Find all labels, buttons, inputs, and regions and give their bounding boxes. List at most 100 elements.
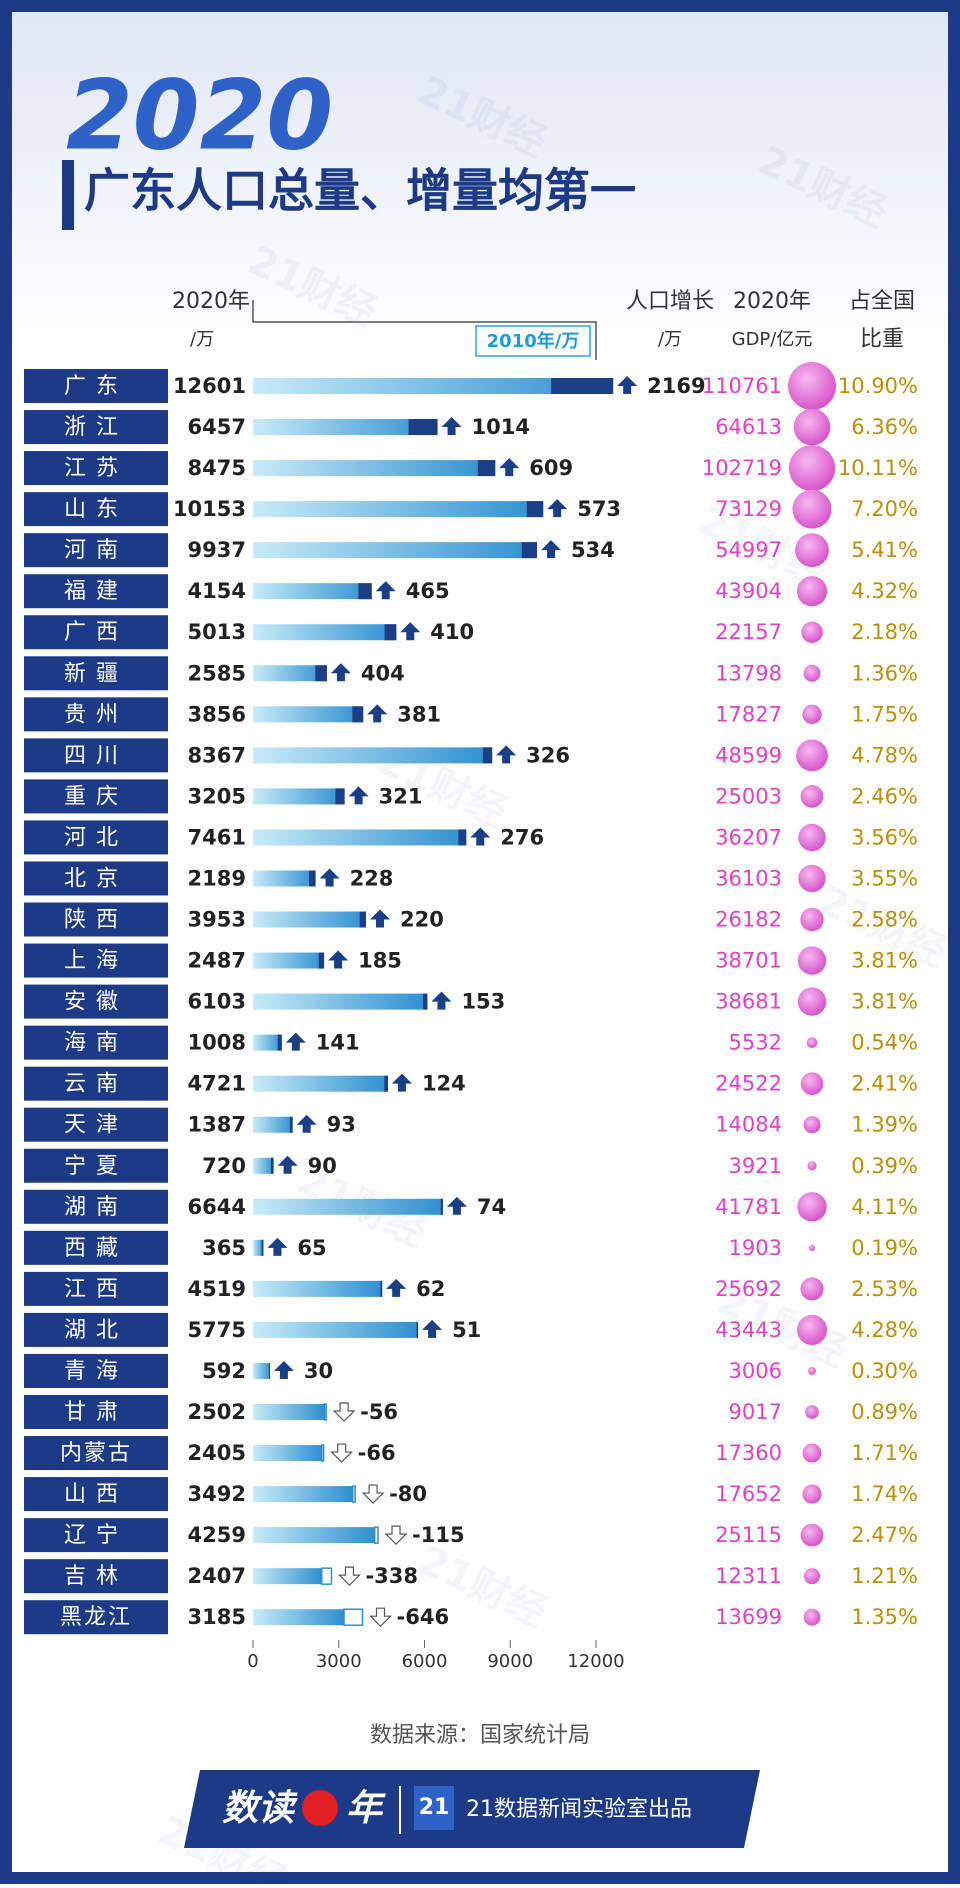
province-box xyxy=(24,861,168,896)
share-header: 占全国 xyxy=(849,289,915,314)
category-label: 上海 xyxy=(64,949,128,974)
bar xyxy=(253,1527,375,1544)
province-box xyxy=(24,533,168,568)
up-arrow xyxy=(470,827,491,846)
growth-segment xyxy=(352,706,364,723)
up-arrow xyxy=(277,1155,298,1174)
province-box xyxy=(24,697,168,732)
share-bubble xyxy=(800,1072,824,1095)
share-bubble xyxy=(788,362,836,410)
up-arrow xyxy=(446,1196,467,1215)
category-label: 安徽 xyxy=(64,990,128,1015)
up-arrow xyxy=(422,1319,443,1338)
growth-label: 228 xyxy=(350,866,394,890)
x-tick-label: 12000 xyxy=(567,1651,624,1672)
province-box xyxy=(24,410,168,445)
growth-segment xyxy=(315,665,327,682)
growth-label: -56 xyxy=(360,1400,398,1424)
growth-label: 609 xyxy=(529,456,573,480)
gdp-label: 41781 xyxy=(715,1195,782,1219)
gdp-unit: GDP/亿元 xyxy=(732,329,813,350)
category-label: 内蒙古 xyxy=(60,1441,132,1466)
bar xyxy=(253,665,327,682)
share-bubble xyxy=(808,1244,816,1252)
bar xyxy=(253,542,538,559)
category-label: 广东 xyxy=(64,374,128,399)
growth-label: 404 xyxy=(361,661,405,685)
growth-label: 220 xyxy=(400,908,444,932)
gdp-label: 17652 xyxy=(715,1482,782,1506)
bar xyxy=(253,911,366,928)
pop-label: 8367 xyxy=(188,743,246,767)
gdp-label: 25003 xyxy=(715,784,782,808)
province-box xyxy=(24,1436,168,1471)
province-box xyxy=(24,451,168,486)
gdp-label: 43443 xyxy=(715,1318,782,1342)
bar xyxy=(253,378,614,394)
share-bubble xyxy=(796,576,828,607)
growth-label: 321 xyxy=(379,784,423,808)
share-bubble xyxy=(800,784,824,808)
share-bubble xyxy=(797,946,827,975)
share-bubble xyxy=(800,1523,824,1547)
pop-label: 5775 xyxy=(188,1318,246,1342)
gdp-label: 17360 xyxy=(715,1441,782,1465)
pop-label: 3953 xyxy=(188,908,246,932)
category-label: 北京 xyxy=(64,866,128,891)
pop-label: 6644 xyxy=(188,1195,246,1219)
pop-label: 8475 xyxy=(188,456,246,480)
gdp-label: 25692 xyxy=(715,1277,782,1301)
share-label: 3.81% xyxy=(851,990,918,1014)
bar xyxy=(253,1445,322,1462)
share-label: 0.39% xyxy=(851,1154,918,1178)
share-label: 7.20% xyxy=(851,497,918,521)
share-label: 3.55% xyxy=(851,866,918,890)
share-label: 1.39% xyxy=(851,1113,918,1137)
up-arrow xyxy=(273,1360,294,1379)
bar xyxy=(253,1609,345,1626)
province-box xyxy=(24,738,168,773)
bar xyxy=(253,419,438,436)
bar xyxy=(253,583,372,600)
share-bubble xyxy=(801,621,823,643)
pop-label: 2585 xyxy=(188,661,246,685)
growth-segment xyxy=(440,1198,443,1215)
pop-label: 10153 xyxy=(173,497,246,521)
share-unit: 比重 xyxy=(860,327,904,352)
province-box xyxy=(24,1312,168,1347)
pop-label: 3492 xyxy=(188,1482,246,1506)
growth-segment xyxy=(309,870,316,887)
category-label: 甘肃 xyxy=(64,1400,128,1425)
growth-label: 153 xyxy=(461,990,505,1014)
growth-label: 465 xyxy=(406,579,450,603)
share-bubble xyxy=(800,907,824,932)
growth-label: 410 xyxy=(430,620,474,644)
up-arrow xyxy=(391,1073,412,1092)
bar xyxy=(253,747,493,764)
share-bubble xyxy=(803,664,821,682)
decline-segment xyxy=(373,1526,379,1544)
category-label: 云南 xyxy=(64,1072,128,1097)
growth-segment xyxy=(289,1116,293,1133)
growth-label: 90 xyxy=(308,1154,337,1178)
share-bubble xyxy=(802,1443,822,1463)
bar xyxy=(253,1486,353,1503)
gdp-label: 5532 xyxy=(729,1031,782,1055)
bar xyxy=(253,952,325,969)
gdp-label: 26182 xyxy=(715,908,782,932)
growth-segment xyxy=(335,788,345,805)
growth-segment xyxy=(477,460,496,477)
pop-label: 2189 xyxy=(188,866,246,890)
province-box xyxy=(24,902,168,937)
growth-label: 124 xyxy=(422,1072,466,1096)
up-arrow xyxy=(547,499,568,518)
down-arrow xyxy=(332,1402,356,1422)
pop-label: 4259 xyxy=(188,1523,246,1547)
category-label: 天津 xyxy=(64,1113,128,1138)
growth-label: -338 xyxy=(365,1564,418,1588)
category-label: 浙江 xyxy=(64,415,128,440)
gdp-label: 3006 xyxy=(729,1359,782,1383)
down-arrow xyxy=(369,1607,392,1628)
bar xyxy=(253,624,397,641)
